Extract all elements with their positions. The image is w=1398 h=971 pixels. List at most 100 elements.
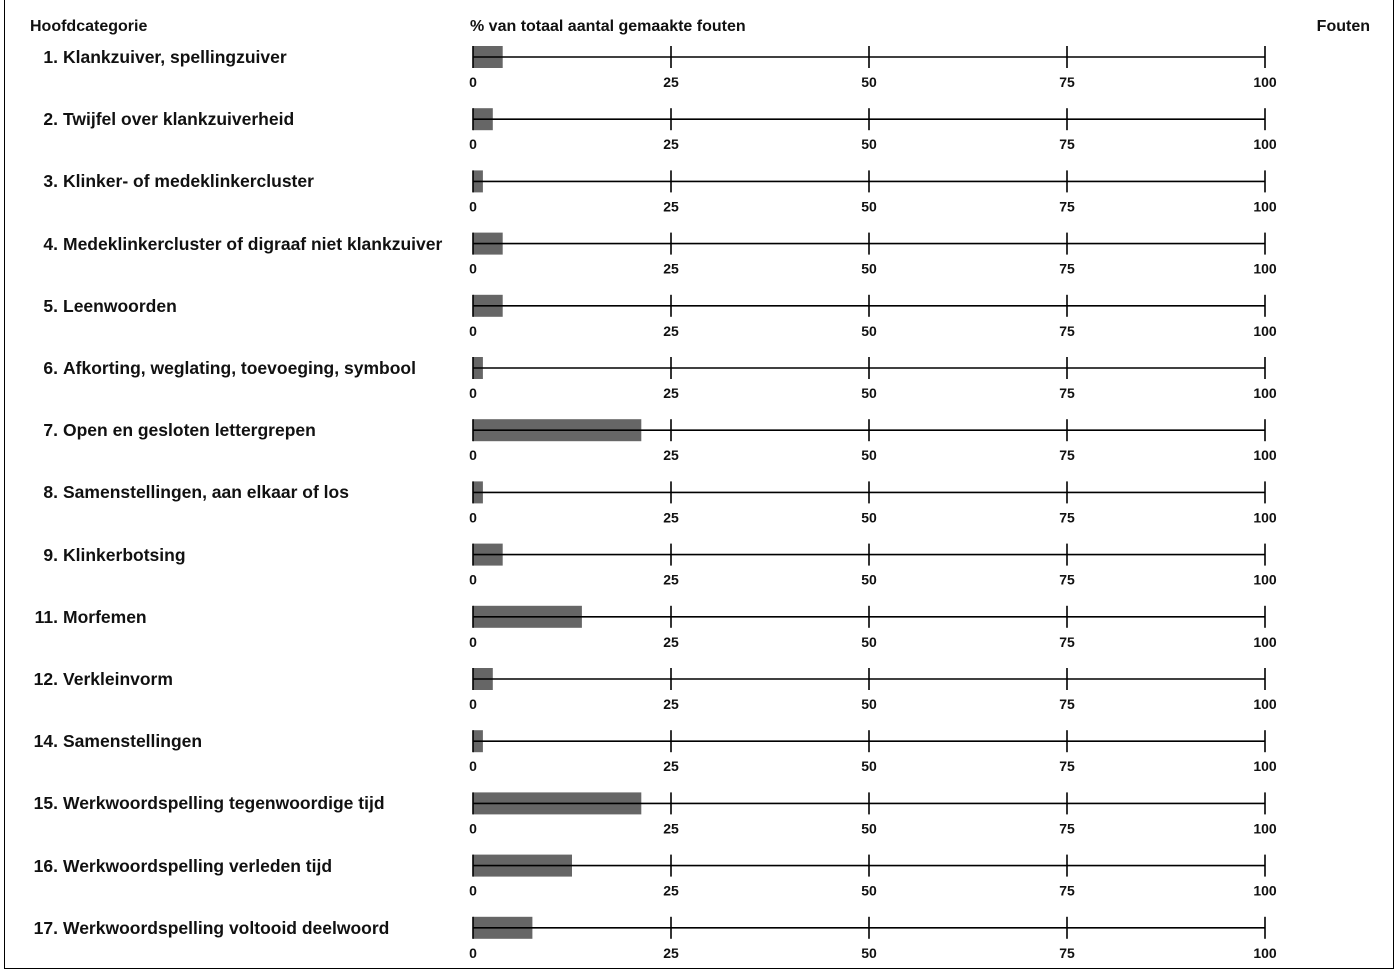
tick-label: 25 [663,74,679,90]
tick-label: 25 [663,820,679,836]
category-row-chart: 0 25 50 75 100 [469,605,1277,650]
category-number: 15. [33,793,58,814]
tick-label: 50 [861,385,877,401]
tick-label: 75 [1059,883,1075,899]
tick-label: 0 [469,820,477,836]
category-number: 14. [33,731,58,752]
tick-label: 0 [469,136,477,152]
tick-label: 0 [469,696,477,712]
tick-label: 0 [469,758,477,774]
tick-label: 50 [861,634,877,650]
tick-label: 50 [861,883,877,899]
category-row-chart: 0 25 50 75 100 [469,232,1277,277]
category-number: 4. [43,233,58,254]
tick-label: 100 [1253,820,1277,836]
tick-label: 25 [663,385,679,401]
tick-label: 100 [1253,198,1277,214]
tick-label: 75 [1059,509,1075,525]
category-row-chart: 0 25 50 75 100 [469,294,1277,339]
tick-label: 0 [469,385,477,401]
category-row-chart: 0 25 50 75 100 [469,419,1277,463]
category-number: 17. [33,917,58,938]
tick-label: 100 [1253,447,1277,463]
tick-label: 50 [861,758,877,774]
category-name: Afkorting, weglating, toevoeging, symboo… [63,358,416,378]
category-name: Klinker- of medeklinkercluster [63,171,314,192]
tick-label: 100 [1253,74,1277,90]
category-name: Open en gesloten lettergrepen [63,420,316,441]
tick-label: 100 [1253,945,1277,961]
tick-label: 0 [469,323,477,339]
tick-label: 0 [469,198,477,214]
category-number: 5. [43,295,58,316]
tick-label: 50 [861,447,877,463]
category-name: Twijfel over klankzuiverheid [63,109,295,130]
tick-label: 75 [1059,261,1075,277]
tick-label: 50 [861,572,877,588]
tick-label: 25 [663,136,679,152]
category-row-chart: 0 25 50 75 100 [469,543,1277,588]
tick-label: 75 [1059,74,1075,90]
tick-label: 50 [861,261,877,277]
header-axis-title: % van totaal aantal gemaakte fouten [470,18,746,35]
tick-label: 0 [469,883,477,899]
tick-label: 0 [469,447,477,463]
tick-label: 25 [663,758,679,774]
category-row-chart: 0 25 50 75 100 [469,481,1277,525]
tick-label: 50 [861,74,877,90]
category-row-chart: 0 25 50 75 100 [469,357,1277,401]
category-number: 12. [33,669,58,689]
tick-label: 100 [1253,385,1277,401]
category-number: 2. [43,109,58,130]
category-number: 8. [43,482,58,503]
tick-label: 50 [861,509,877,525]
tick-label: 75 [1059,323,1075,339]
tick-label: 50 [861,136,877,152]
category-name: Werkwoordspelling voltooid deelwoord [63,917,390,938]
tick-label: 25 [663,945,679,961]
tick-label: 100 [1253,634,1277,650]
chart-frame [4,0,1394,969]
tick-label: 75 [1059,758,1075,774]
category-row-chart: 0 25 50 75 100 [469,170,1277,214]
category-row-chart: 0 25 50 75 100 [469,668,1277,712]
tick-label: 0 [469,572,477,588]
tick-label: 50 [861,198,877,214]
tick-label: 100 [1253,509,1277,525]
tick-label: 50 [861,696,877,712]
category-number: 3. [43,171,58,192]
tick-label: 100 [1253,323,1277,339]
tick-label: 75 [1059,945,1075,961]
tick-label: 75 [1059,447,1075,463]
tick-label: 0 [469,74,477,90]
category-name: Klinkerbotsing [63,544,186,565]
tick-label: 75 [1059,385,1075,401]
tick-label: 100 [1253,136,1277,152]
tick-label: 100 [1253,696,1277,712]
category-name: Samenstellingen, aan elkaar of los [63,482,349,503]
tick-label: 100 [1253,883,1277,899]
tick-label: 25 [663,634,679,650]
tick-label: 100 [1253,261,1277,277]
category-row-chart: 0 25 50 75 100 [469,46,1277,90]
category-name: Verkleinvorm [63,669,173,689]
category-name: Morfemen [63,606,147,627]
tick-label: 25 [663,323,679,339]
category-name: Werkwoordspelling verleden tijd [63,855,333,876]
tick-label: 25 [663,572,679,588]
tick-label: 50 [861,820,877,836]
header-category: Hoofdcategorie [30,18,148,35]
tick-label: 0 [469,945,477,961]
category-name: Werkwoordspelling tegenwoordige tijd [63,793,385,814]
category-number: 6. [43,358,58,378]
header-count: Fouten [1316,18,1370,35]
tick-label: 50 [861,945,877,961]
category-number: 16. [33,855,58,876]
tick-label: 75 [1059,136,1075,152]
tick-label: 100 [1253,572,1277,588]
tick-label: 0 [469,261,477,277]
category-row-chart: 0 25 50 75 100 [469,108,1277,152]
category-row-chart: 0 25 50 75 100 [469,854,1277,899]
category-row-chart: 0 25 50 75 100 [469,730,1277,774]
